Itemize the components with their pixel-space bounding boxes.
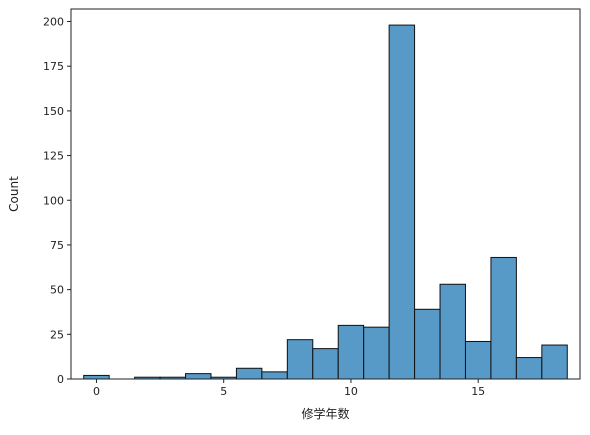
y-axis-label: Count xyxy=(7,176,21,212)
histogram-bar xyxy=(388,24,416,380)
x-tick-label: 15 xyxy=(471,385,485,398)
histogram-bar xyxy=(414,308,441,380)
x-axis-label: 修学年数 xyxy=(301,406,349,421)
bars-layer xyxy=(83,24,568,380)
histogram-bar xyxy=(363,326,390,380)
histogram-bar xyxy=(464,340,492,380)
histogram-bar xyxy=(185,373,212,380)
y-tick-label: 0 xyxy=(57,373,64,386)
y-tick-label: 175 xyxy=(43,60,64,73)
histogram-bar xyxy=(83,374,110,380)
histogram-bar xyxy=(515,357,543,380)
y-tick-label: 75 xyxy=(50,239,64,252)
y-tick-label: 150 xyxy=(43,105,64,118)
histogram-bar xyxy=(235,367,263,380)
plot-frame xyxy=(70,8,581,380)
y-tick-label: 125 xyxy=(43,150,64,163)
x-tick-label: 5 xyxy=(220,385,227,398)
y-tick-label: 100 xyxy=(43,194,64,207)
histogram-bar xyxy=(439,283,466,380)
x-tick-label: 0 xyxy=(93,385,100,398)
histogram-bar xyxy=(312,348,339,380)
histogram-bar xyxy=(490,256,517,380)
histogram-bar xyxy=(541,344,568,380)
y-tick-label: 25 xyxy=(50,328,64,341)
histogram-bar xyxy=(286,339,314,380)
y-tick-label: 50 xyxy=(50,284,64,297)
histogram-bar xyxy=(337,324,365,380)
x-tick-label: 10 xyxy=(344,385,358,398)
histogram-bar xyxy=(261,371,288,380)
y-tick-label: 200 xyxy=(43,16,64,29)
